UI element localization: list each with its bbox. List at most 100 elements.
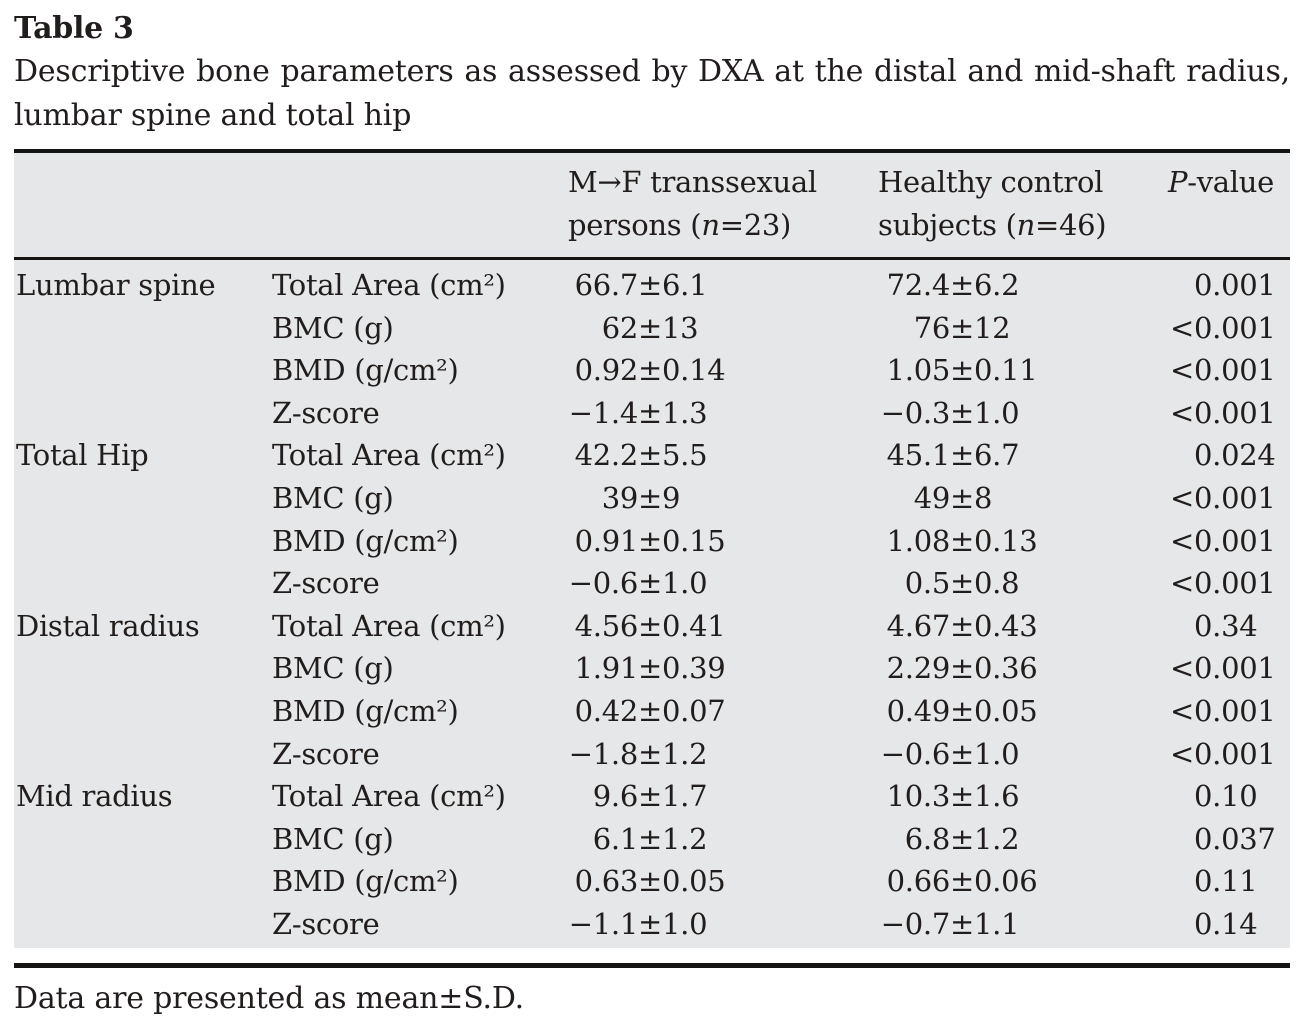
table-body: Lumbar spine Total Area (cm²) 66.7±6.1 7…: [14, 260, 1290, 948]
transsexual-group-value: 1.91±0.39: [568, 647, 878, 690]
p-value-cell: <0.001: [1168, 520, 1290, 563]
header-region-spacer: [14, 161, 272, 247]
transsexual-group-value: 39±9: [568, 477, 878, 520]
table-row: BMD (g/cm²) 0.92±0.14 1.05±0.11 <0.001: [14, 349, 1290, 392]
value-mean: −0.7: [880, 906, 951, 941]
plus-minus-sign: ±: [950, 651, 974, 686]
parameter-label: Z-score: [272, 736, 380, 771]
header-control-line2: subjects (n=46): [878, 208, 1107, 242]
transsexual-group-value: −1.8±1.2: [568, 733, 878, 776]
plus-minus-sign: ±: [638, 438, 662, 473]
table-row: Z-score −1.1±1.0 −0.7±1.1 0.14: [14, 903, 1290, 946]
table-header-row: M→F transsexual persons (n=23) Healthy c…: [14, 153, 1290, 260]
value-sd: 0.15: [662, 523, 726, 558]
value-mean: 0.63: [574, 864, 639, 899]
header-control-line1: Healthy control: [878, 165, 1104, 199]
p-value-number: 0.11: [1194, 864, 1258, 899]
parameter-label: BMC (g): [272, 821, 394, 856]
control-group-value: 2.29±0.36: [878, 647, 1168, 690]
control-group-value: 0.49±0.05: [878, 690, 1168, 733]
control-group-value: 0.5±0.8: [878, 562, 1168, 605]
caption-line-2: lumbar spine and total hip: [14, 98, 412, 133]
value-sd: 0.05: [662, 864, 726, 899]
value-mean: −1.8: [568, 736, 639, 771]
plus-minus-sign: ±: [638, 736, 662, 771]
p-value-cell: 0.10: [1168, 775, 1290, 818]
value-mean: 1.08: [886, 523, 951, 558]
transsexual-group-value: 6.1±1.2: [568, 818, 878, 861]
value-sd: 0.05: [974, 693, 1038, 728]
value-sd: 6.1: [662, 268, 708, 302]
table-caption: Descriptive bone parameters as assessed …: [14, 50, 1290, 138]
value-mean: 49: [913, 480, 951, 515]
value-sd: 0.13: [974, 523, 1038, 558]
value-sd: 0.39: [662, 651, 726, 686]
parameter-label: Total Area (cm²): [272, 438, 506, 473]
plus-minus-sign: ±: [950, 268, 974, 302]
plus-minus-sign: ±: [950, 438, 974, 473]
transsexual-group-value: 9.6±1.7: [568, 775, 878, 818]
p-value-number: 0.10: [1194, 779, 1258, 814]
plus-minus-sign: ±: [638, 310, 662, 345]
value-sd: 0.11: [974, 353, 1038, 388]
transsexual-group-value: −1.1±1.0: [568, 903, 878, 946]
p-value-cell: <0.001: [1168, 690, 1290, 733]
plus-minus-sign: ±: [950, 395, 974, 430]
region-label: [14, 349, 272, 392]
p-value-cell: 0.14: [1168, 903, 1290, 946]
value-mean: 39: [601, 480, 639, 515]
header-transsexual-group: M→F transsexual persons (n=23): [568, 161, 878, 247]
value-mean: −0.3: [880, 395, 951, 430]
italic-p: P: [1168, 165, 1188, 199]
table-row: Lumbar spine Total Area (cm²) 66.7±6.1 7…: [14, 264, 1290, 307]
region-label: Distal radius: [16, 608, 200, 643]
p-value-cell: 0.024: [1168, 434, 1290, 477]
p-value-number: 0.001: [1194, 310, 1276, 345]
table-row: Z-score −0.6±1.0 0.5±0.8 <0.001: [14, 562, 1290, 605]
p-value-number: 0.34: [1194, 608, 1258, 643]
plus-minus-sign: ±: [638, 821, 662, 856]
p-value-cell: <0.001: [1168, 307, 1290, 350]
p-value-number: 0.001: [1194, 268, 1276, 302]
parameter-label: BMD (g/cm²): [272, 523, 459, 558]
plus-minus-sign: ±: [950, 480, 974, 515]
p-value-number: 0.001: [1194, 395, 1276, 430]
region-label: [14, 307, 272, 350]
plus-minus-sign: ±: [638, 608, 662, 643]
region-label: [14, 562, 272, 605]
header-transsexual-line1: M→F transsexual: [568, 165, 817, 199]
plus-minus-sign: ±: [638, 395, 662, 430]
table-row: BMC (g) 6.1±1.2 6.8±1.2 0.037: [14, 818, 1290, 861]
table-bottom-rule: [14, 962, 1290, 968]
less-than-sign: <: [1170, 523, 1194, 558]
p-value-number: 0.001: [1194, 693, 1276, 728]
region-label: Mid radius: [16, 779, 173, 814]
region-label: [14, 477, 272, 520]
parameter-label: BMD (g/cm²): [272, 353, 459, 388]
header-p-value: P-value: [1168, 165, 1275, 199]
value-sd: 12: [974, 310, 1011, 345]
parameter-label: Total Area (cm²): [272, 779, 506, 814]
value-mean: 0.66: [886, 864, 951, 899]
header-parameter-spacer: [272, 161, 568, 247]
value-sd: 0.36: [974, 651, 1038, 686]
control-group-value: 76±12: [878, 307, 1168, 350]
control-group-value: 4.67±0.43: [878, 605, 1168, 648]
value-sd: 1.1: [974, 906, 1020, 941]
value-mean: 1.05: [886, 353, 951, 388]
region-label: [14, 520, 272, 563]
p-value-cell: 0.037: [1168, 818, 1290, 861]
plus-minus-sign: ±: [638, 353, 662, 388]
p-value-cell: <0.001: [1168, 733, 1290, 776]
table-row: BMD (g/cm²) 0.63±0.05 0.66±0.06 0.11: [14, 860, 1290, 903]
parameter-label: Z-score: [272, 566, 380, 601]
value-sd: 1.0: [974, 395, 1020, 430]
parameter-label: BMD (g/cm²): [272, 864, 459, 899]
transsexual-group-value: −1.4±1.3: [568, 392, 878, 435]
transsexual-group-value: 0.92±0.14: [568, 349, 878, 392]
region-label: [14, 647, 272, 690]
p-value-number: 0.024: [1194, 438, 1276, 473]
value-mean: 0.91: [574, 523, 639, 558]
plus-minus-sign: ±: [950, 779, 974, 814]
